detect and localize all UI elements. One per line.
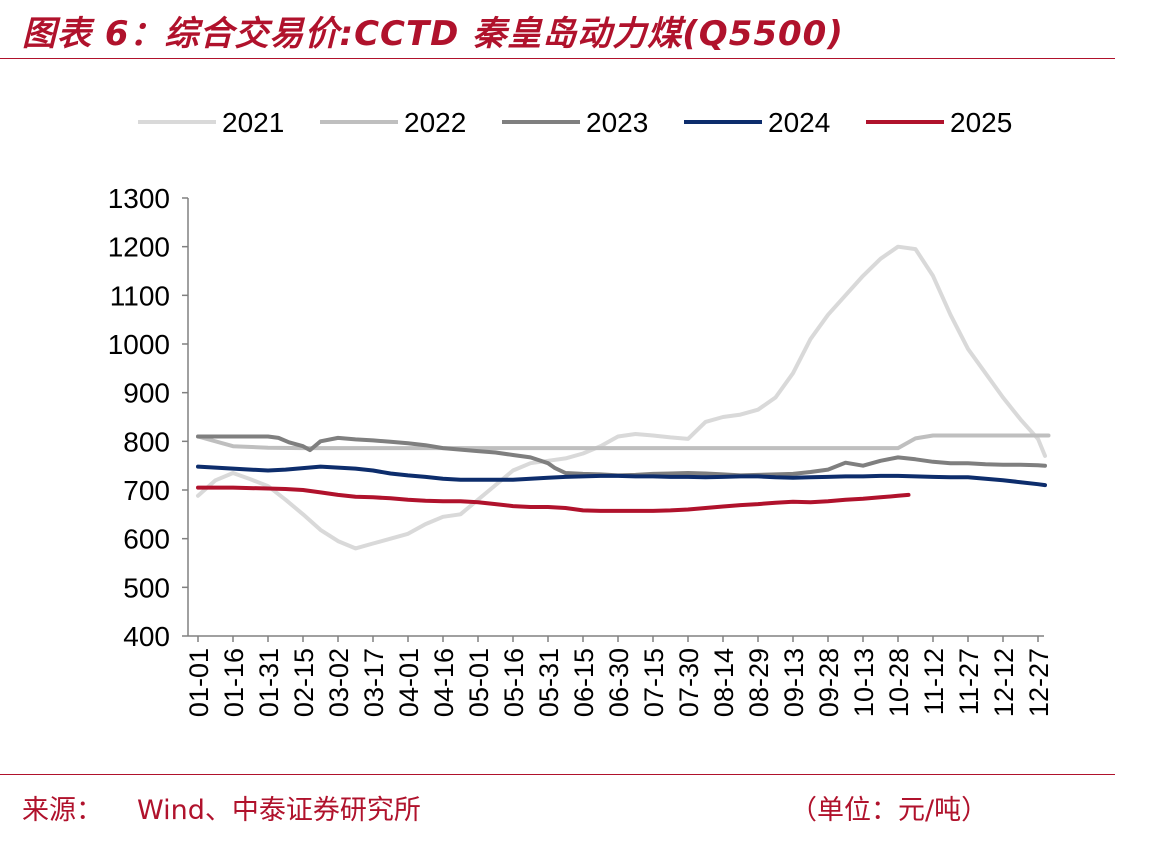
y-tick-label: 600 [123, 524, 170, 555]
y-axis: 400 500 600 700 800 900 1000 1100 1200 1300 [108, 183, 189, 652]
x-tick-label: 10-13 [849, 648, 879, 717]
series-line-2024 [196, 464, 1047, 488]
series-line-2021 [196, 244, 1047, 551]
x-tick-label: 07-30 [674, 648, 704, 717]
y-tick-label: 400 [123, 621, 170, 652]
y-tick-label: 1200 [108, 232, 170, 263]
x-tick-label: 10-28 [884, 648, 914, 717]
source-text: Wind、中泰证券研究所 [137, 795, 421, 826]
x-tick-label: 03-02 [324, 648, 354, 717]
x-tick-label: 09-28 [814, 648, 844, 717]
series-line-2023 [196, 434, 1047, 478]
x-tick-label: 06-15 [569, 648, 599, 717]
x-tick-label: 03-17 [359, 648, 389, 717]
unit-note: （单位：元/吨） [790, 795, 989, 826]
series-line-2022 [196, 433, 1051, 451]
x-tick-label: 08-29 [744, 648, 774, 717]
x-tick-label: 02-15 [289, 648, 319, 717]
y-tick-label: 900 [123, 378, 170, 409]
y-tick-label: 1300 [108, 183, 170, 214]
x-tick-label: 08-14 [709, 648, 739, 717]
x-tick-label: 09-13 [779, 648, 809, 717]
x-tick-label: 05-01 [464, 648, 494, 717]
x-tick-label: 11-12 [919, 648, 949, 715]
source-label: 来源： [22, 795, 103, 826]
title-divider [0, 58, 1115, 59]
legend-label-2025: 2025 [950, 107, 1012, 138]
legend-label-2023: 2023 [586, 107, 648, 138]
chart-legend: 2021 2022 2023 2024 2025 [138, 107, 1012, 138]
x-tick-label: 04-01 [394, 648, 424, 717]
x-tick-label: 04-16 [429, 648, 459, 717]
line-chart: 2021 2022 2023 2024 2025 400 500 600 700 800 900 1… [108, 107, 1054, 717]
x-tick-label: 12-27 [1024, 648, 1054, 717]
y-tick-label: 500 [123, 572, 170, 603]
x-tick-label: 12-12 [989, 648, 1019, 717]
legend-label-2021: 2021 [222, 107, 284, 138]
x-tick-label: 11-27 [954, 648, 984, 715]
source-note: 来源： Wind、中泰证券研究所 [22, 788, 421, 827]
y-tick-label: 1100 [110, 280, 170, 311]
legend-label-2024: 2024 [768, 107, 830, 138]
x-tick-label: 05-16 [499, 648, 529, 717]
x-tick-label: 01-01 [184, 648, 214, 717]
legend-label-2022: 2022 [404, 107, 466, 138]
x-tick-label: 07-15 [639, 648, 669, 717]
y-tick-label: 800 [123, 426, 170, 457]
y-tick-label: 700 [123, 475, 170, 506]
series-line-2025 [196, 485, 911, 513]
x-tick-label: 06-30 [604, 648, 634, 717]
x-tick-label: 01-31 [254, 648, 284, 717]
x-tick-label: 01-16 [219, 648, 249, 717]
y-tick-label: 1000 [108, 329, 170, 360]
x-axis: 01-01 01-16 01-31 02-15 03-02 03-17 04-01 04-16… [184, 635, 1054, 717]
series-lines [196, 244, 1051, 551]
x-tick-label: 05-31 [534, 648, 564, 717]
footer-divider [0, 774, 1115, 775]
chart-title: 图表 6：综合交易价:CCTD 秦皇岛动力煤(Q5500) [22, 14, 844, 54]
